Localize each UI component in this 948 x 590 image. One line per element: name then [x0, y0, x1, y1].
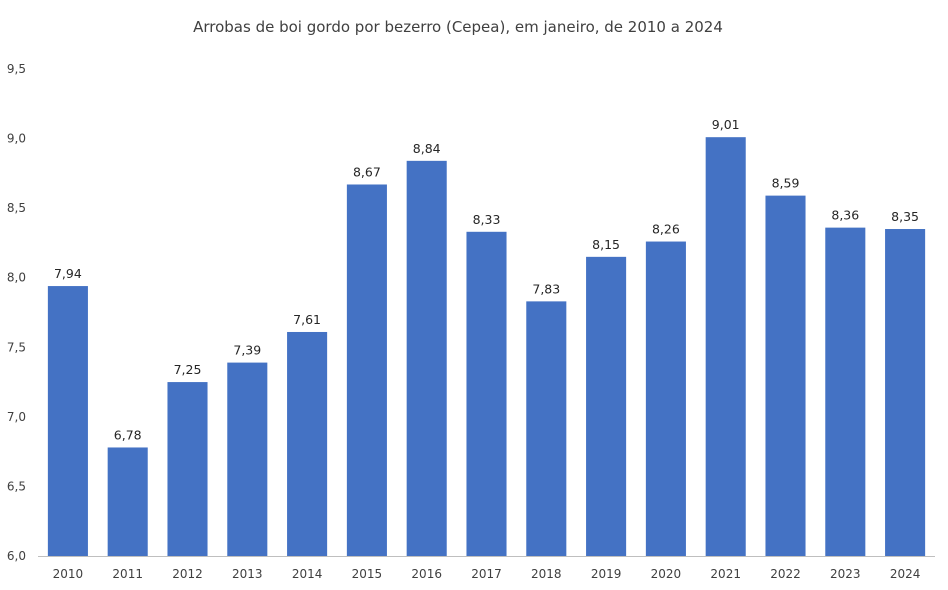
- y-tick-label: 8,5: [7, 201, 26, 215]
- data-label: 7,39: [233, 343, 261, 358]
- chart-title: Arrobas de boi gordo por bezerro (Cepea)…: [193, 18, 723, 36]
- x-tick-label: 2015: [352, 567, 383, 581]
- data-label: 6,78: [114, 427, 142, 442]
- y-tick-label: 7,0: [7, 410, 26, 424]
- bar: [167, 382, 208, 556]
- x-tick-label: 2010: [53, 567, 84, 581]
- x-tick-label: 2013: [232, 567, 263, 581]
- x-tick-label: 2024: [890, 567, 921, 581]
- data-label: 8,84: [413, 141, 441, 156]
- bar: [526, 301, 567, 556]
- data-label: 8,15: [592, 237, 620, 252]
- bar: [466, 231, 507, 556]
- y-tick-label: 6,5: [7, 479, 26, 493]
- bar: [406, 160, 447, 556]
- y-axis-tick-labels: 6,0 6,5 7,0 7,5 8,0 8,5 9,0 9,5: [7, 62, 26, 563]
- y-tick-label: 9,5: [7, 62, 26, 76]
- data-label: 8,26: [652, 222, 680, 237]
- y-tick-label: 8,0: [7, 271, 26, 285]
- bar: [825, 227, 866, 556]
- x-tick-label: 2022: [770, 567, 801, 581]
- x-tick-label: 2016: [411, 567, 442, 581]
- x-tick-label: 2017: [471, 567, 502, 581]
- x-tick-label: 2018: [531, 567, 562, 581]
- data-label: 9,01: [712, 117, 740, 132]
- data-label: 8,67: [353, 164, 381, 179]
- data-label: 7,83: [532, 281, 560, 296]
- y-tick-label: 9,0: [7, 132, 26, 146]
- data-label: 8,35: [891, 209, 919, 224]
- bar: [586, 256, 627, 556]
- x-tick-label: 2014: [292, 567, 323, 581]
- data-label: 8,59: [772, 176, 800, 191]
- bar: [705, 137, 746, 556]
- x-tick-label: 2011: [112, 567, 143, 581]
- bar: [346, 184, 387, 556]
- x-tick-label: 2023: [830, 567, 861, 581]
- y-tick-label: 7,5: [7, 340, 26, 354]
- x-tick-label: 2021: [710, 567, 741, 581]
- data-label: 7,25: [174, 362, 202, 377]
- data-label: 8,36: [831, 208, 859, 223]
- x-tick-label: 2019: [591, 567, 622, 581]
- bar: [645, 241, 686, 556]
- data-label: 7,94: [54, 266, 82, 281]
- x-tick-label: 2020: [651, 567, 682, 581]
- bar: [885, 229, 926, 556]
- data-labels: 7,94 6,78 7,25 7,39 7,61 8,67 8,84 8,33 7,83 8,15…: [54, 117, 919, 442]
- bar: [287, 331, 328, 556]
- bar: [227, 362, 268, 556]
- bar: [765, 195, 806, 556]
- bar: [47, 286, 88, 556]
- x-tick-label: 2012: [172, 567, 203, 581]
- bar: [107, 447, 148, 556]
- bars: [47, 137, 926, 556]
- data-label: 7,61: [293, 312, 321, 327]
- data-label: 8,33: [473, 212, 501, 227]
- y-tick-label: 6,0: [7, 549, 26, 563]
- x-axis-tick-labels: 2010 2011 2012 2013 2014 2015 2016 2017 2018 2019…: [53, 567, 921, 581]
